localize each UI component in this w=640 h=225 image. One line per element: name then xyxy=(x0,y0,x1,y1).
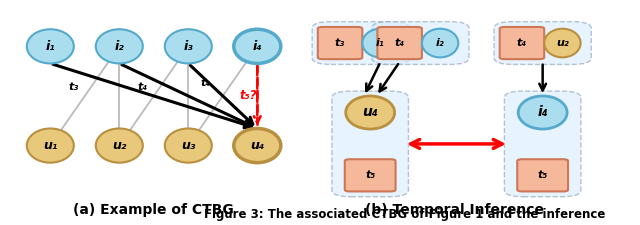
FancyBboxPatch shape xyxy=(517,159,568,191)
Text: u₁: u₁ xyxy=(43,139,58,152)
Text: t₅?: t₅? xyxy=(239,90,257,102)
Text: (b) Temporal Inference: (b) Temporal Inference xyxy=(365,202,545,216)
Text: t₅: t₅ xyxy=(538,170,548,180)
Text: i₃: i₃ xyxy=(184,40,193,53)
FancyBboxPatch shape xyxy=(494,22,591,64)
Ellipse shape xyxy=(27,128,74,163)
Ellipse shape xyxy=(234,128,281,163)
Text: Figure 3: The associated CTBG of Figure 1 and the inference: Figure 3: The associated CTBG of Figure … xyxy=(204,207,605,220)
FancyBboxPatch shape xyxy=(312,22,410,64)
Ellipse shape xyxy=(362,29,399,57)
Text: (a) Example of CTBG: (a) Example of CTBG xyxy=(74,202,234,216)
FancyBboxPatch shape xyxy=(345,159,396,191)
Ellipse shape xyxy=(27,29,74,63)
Ellipse shape xyxy=(422,29,458,57)
Text: u₂: u₂ xyxy=(112,139,127,152)
FancyBboxPatch shape xyxy=(504,91,581,197)
Text: t₄: t₄ xyxy=(138,82,148,92)
Ellipse shape xyxy=(346,96,395,129)
Text: t₃: t₃ xyxy=(69,82,79,92)
FancyBboxPatch shape xyxy=(372,22,469,64)
Ellipse shape xyxy=(544,29,580,57)
FancyBboxPatch shape xyxy=(500,27,544,59)
Ellipse shape xyxy=(96,29,143,63)
Text: i₂: i₂ xyxy=(115,40,124,53)
Text: u₄: u₄ xyxy=(362,106,378,119)
FancyBboxPatch shape xyxy=(318,27,362,59)
FancyBboxPatch shape xyxy=(378,27,422,59)
Text: t₅: t₅ xyxy=(365,170,375,180)
Text: i₁: i₁ xyxy=(376,38,385,48)
Text: i₄: i₄ xyxy=(537,106,548,119)
Text: t₄: t₄ xyxy=(394,38,404,48)
Text: u₄: u₄ xyxy=(250,139,264,152)
Text: t₄: t₄ xyxy=(201,78,211,88)
Text: i₄: i₄ xyxy=(252,40,262,53)
Ellipse shape xyxy=(234,29,281,63)
Text: u₃: u₃ xyxy=(181,139,195,152)
Text: u₂: u₂ xyxy=(556,38,569,48)
Ellipse shape xyxy=(164,29,212,63)
Text: t₄: t₄ xyxy=(517,38,527,48)
Ellipse shape xyxy=(518,96,567,129)
Text: t₃: t₃ xyxy=(335,38,345,48)
Text: i₁: i₁ xyxy=(45,40,55,53)
Ellipse shape xyxy=(164,128,212,163)
FancyBboxPatch shape xyxy=(332,91,408,197)
Text: i₂: i₂ xyxy=(436,38,445,48)
Ellipse shape xyxy=(96,128,143,163)
